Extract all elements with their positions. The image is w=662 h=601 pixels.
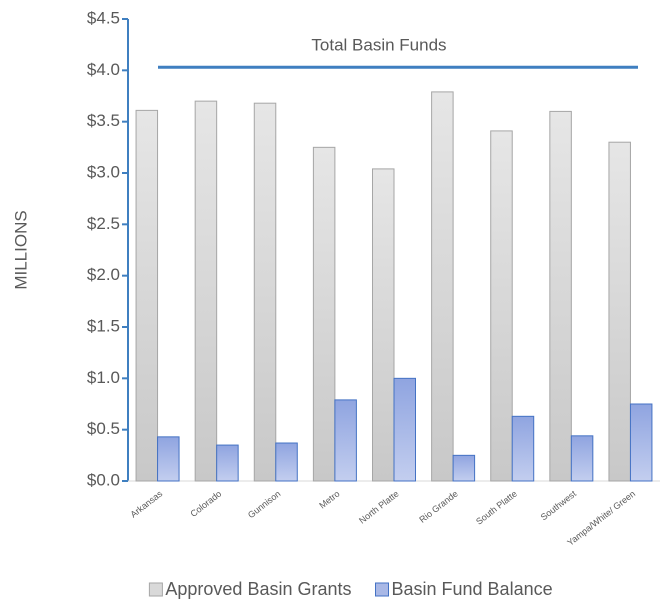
bar	[275, 442, 298, 482]
bar	[194, 100, 218, 482]
bar	[253, 102, 277, 482]
y-tick-label: $4.5	[87, 8, 120, 27]
y-tick-label: $1.0	[87, 368, 120, 387]
legend-label: Basin Fund Balance	[392, 579, 553, 599]
bar	[157, 436, 180, 482]
bar	[135, 109, 159, 482]
x-tick-label: Arkansas	[129, 488, 165, 519]
x-tick-label: Gunnison	[246, 489, 283, 521]
y-tick-label: $3.0	[87, 162, 120, 181]
bar	[511, 415, 535, 482]
bar	[570, 435, 594, 482]
bar	[629, 403, 653, 482]
x-tick-label: South Platte	[474, 489, 519, 527]
x-tick-label: Southwest	[539, 488, 579, 522]
y-tick-label: $2.5	[87, 214, 120, 233]
x-tick-label: Rio Grande	[417, 489, 459, 525]
bar	[452, 454, 476, 482]
bar	[334, 399, 357, 482]
y-tick-label: $0.5	[87, 419, 120, 438]
y-tick-label: $4.0	[87, 60, 120, 79]
y-axis-label: MILLIONS	[11, 210, 30, 289]
legend-swatch	[148, 582, 163, 597]
legend: Approved Basin Grants Basin Fund Balance	[148, 579, 553, 599]
bar	[608, 141, 631, 482]
bar	[431, 91, 454, 482]
legend-label: Approved Basin Grants	[165, 579, 351, 599]
y-tick-label: $0.0	[87, 470, 120, 489]
legend-swatch	[375, 582, 389, 597]
x-tick-label: North Platte	[357, 489, 401, 526]
bar	[372, 168, 395, 482]
bar	[490, 130, 513, 482]
y-tick-label: $1.5	[87, 316, 120, 335]
y-tick-label: $3.5	[87, 111, 120, 130]
reference-label: Total Basin Funds	[311, 36, 446, 55]
bar	[312, 146, 336, 482]
bar	[549, 110, 572, 482]
bar	[216, 444, 239, 482]
bar	[393, 377, 416, 482]
x-tick-label: Colorado	[188, 489, 223, 519]
y-tick-label: $2.0	[87, 265, 120, 284]
x-tick-label: Metro	[317, 489, 341, 511]
